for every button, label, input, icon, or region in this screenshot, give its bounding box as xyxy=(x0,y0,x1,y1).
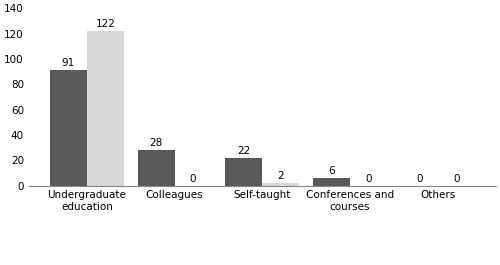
Bar xyxy=(226,158,262,185)
Text: 6: 6 xyxy=(328,166,335,176)
Bar xyxy=(313,178,350,185)
Text: 122: 122 xyxy=(96,19,115,29)
Bar xyxy=(262,183,299,186)
Text: 0: 0 xyxy=(190,174,196,184)
Text: 22: 22 xyxy=(238,146,250,156)
Text: 2: 2 xyxy=(278,171,284,181)
Text: 28: 28 xyxy=(150,138,163,148)
Text: 0: 0 xyxy=(365,174,372,184)
Text: 0: 0 xyxy=(453,174,460,184)
Text: 91: 91 xyxy=(62,58,75,68)
Bar xyxy=(87,31,124,185)
Bar xyxy=(50,70,87,186)
Text: 0: 0 xyxy=(416,174,422,184)
Bar xyxy=(138,150,174,186)
